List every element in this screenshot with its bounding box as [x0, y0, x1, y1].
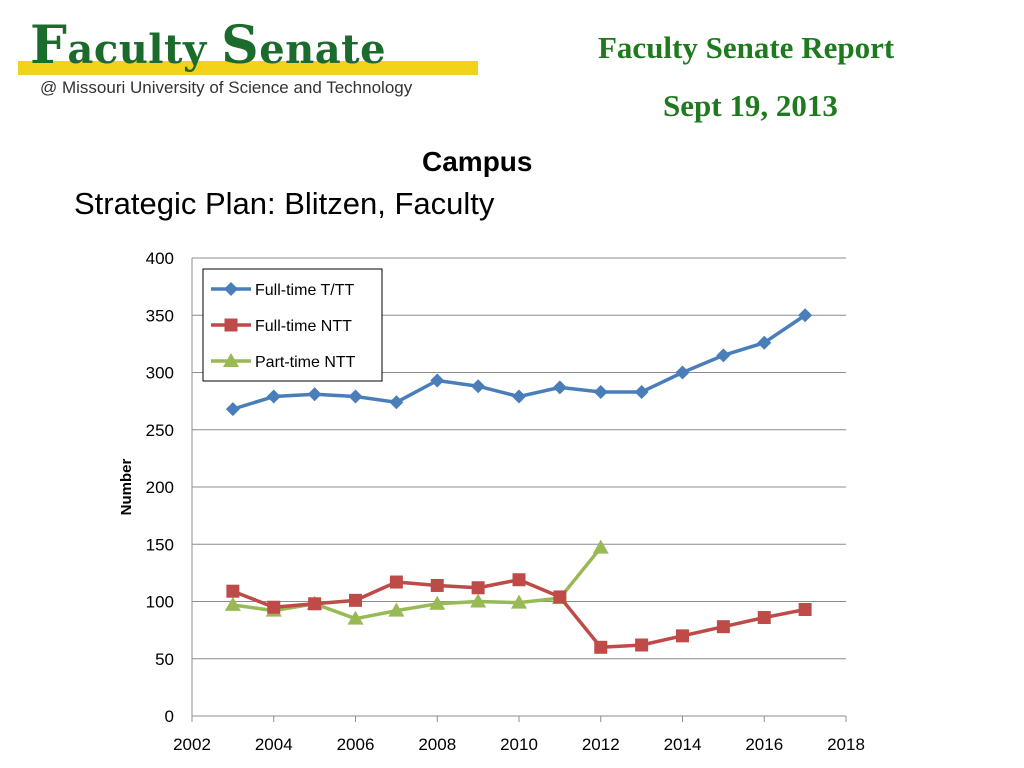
x-tick-label: 2012: [582, 735, 620, 754]
data-point-marker: [757, 611, 771, 625]
logo-title-word-1: aculty: [67, 26, 207, 73]
x-tick-label: 2010: [500, 735, 538, 754]
legend-label: Full-time NTT: [255, 318, 352, 335]
x-tick-label: 2018: [827, 735, 865, 754]
y-tick-label: 150: [146, 535, 174, 554]
data-point-marker: [266, 389, 281, 404]
x-tick-label: 2002: [173, 735, 211, 754]
data-point-marker: [594, 640, 608, 654]
data-point-marker: [716, 348, 731, 363]
y-tick-label: 100: [146, 593, 174, 612]
logo-title-initial-s: S: [221, 15, 260, 76]
data-point-marker: [798, 308, 813, 323]
faculty-senate-logo: Faculty Senate @ Missouri University of …: [18, 16, 480, 106]
x-tick-label: 2014: [664, 735, 702, 754]
series-line: [232, 577, 806, 650]
slide-heading: Campus: [422, 146, 533, 177]
series-full-time-t-tt: [225, 308, 813, 417]
x-tick-label: 2006: [337, 735, 375, 754]
data-point-marker: [798, 603, 812, 617]
data-point-marker: [349, 593, 362, 607]
logo-yellow-band: [18, 61, 478, 75]
report-title: Faculty Senate Report: [598, 30, 895, 65]
data-point-marker: [348, 389, 363, 404]
y-tick-label: 0: [165, 707, 174, 726]
data-point-marker: [511, 594, 527, 609]
legend-swatch-marker: [223, 353, 239, 367]
data-point-marker: [307, 387, 322, 402]
data-point-marker: [224, 596, 241, 611]
legend-swatch-marker: [224, 318, 238, 332]
x-tick-label: 2016: [745, 735, 783, 754]
logo-title-word-2: enate: [259, 26, 387, 73]
data-point-marker: [429, 595, 446, 610]
report-date: Sept 19, 2013: [663, 88, 838, 123]
logo-subtitle: @ Missouri University of Science and Tec…: [40, 78, 413, 97]
y-tick-label: 50: [155, 650, 174, 669]
chart-legend: Full-time T/TT Full-time NTT Part-time NTT: [202, 268, 383, 382]
legend-swatch-marker: [224, 282, 238, 296]
data-point-marker: [225, 402, 240, 417]
series-full-time-ntt: [226, 573, 812, 654]
data-point-marker: [553, 590, 567, 604]
y-axis-title: Number: [118, 459, 135, 516]
slide-subheading: Strategic Plan: Blitzen, Faculty: [74, 186, 495, 221]
legend-label: Part-time NTT: [255, 354, 356, 371]
data-point-marker: [471, 379, 486, 394]
data-point-marker: [676, 629, 689, 643]
data-point-marker: [593, 384, 608, 399]
y-tick-label: 200: [146, 478, 174, 497]
data-point-marker: [430, 578, 444, 592]
data-point-marker: [592, 539, 609, 554]
data-point-marker: [552, 380, 567, 395]
data-point-marker: [757, 335, 772, 350]
logo-title-initial-f: F: [30, 15, 68, 76]
data-point-marker: [634, 384, 649, 399]
data-point-marker: [388, 602, 405, 617]
y-tick-label: 250: [146, 421, 174, 440]
y-tick-label: 300: [146, 364, 174, 383]
data-point-marker: [267, 600, 281, 614]
data-point-marker: [308, 597, 322, 611]
data-point-marker: [675, 365, 690, 380]
y-tick-label: 400: [146, 249, 174, 268]
x-tick-label: 2004: [255, 735, 293, 754]
logo-title: Faculty Senate: [30, 18, 386, 78]
data-point-marker: [512, 573, 526, 587]
data-point-marker: [389, 575, 403, 589]
legend-label: Full-time T/TT: [255, 282, 354, 299]
data-point-marker: [635, 638, 649, 652]
data-point-marker: [471, 581, 485, 595]
data-point-marker: [430, 373, 445, 388]
data-point-marker: [389, 395, 404, 410]
data-point-marker: [716, 620, 730, 634]
data-point-marker: [226, 584, 240, 598]
data-point-marker: [347, 610, 364, 625]
data-point-marker: [512, 389, 526, 404]
y-tick-label: 350: [146, 306, 174, 325]
data-point-marker: [470, 593, 487, 608]
x-tick-label: 2008: [418, 735, 456, 754]
